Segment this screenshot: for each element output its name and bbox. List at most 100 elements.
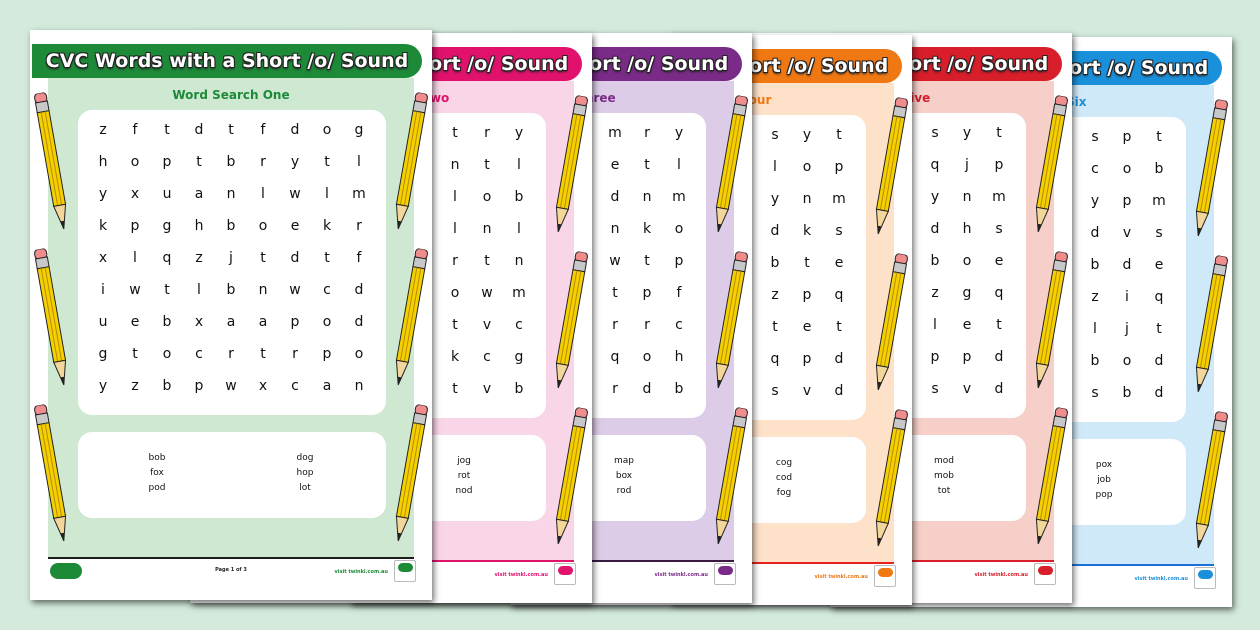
grid-letter: t [324, 154, 330, 170]
pencil-icon [550, 251, 590, 392]
grid-letter: d [354, 282, 364, 298]
grid-letter: x [130, 186, 140, 202]
pencil-icon [1030, 251, 1070, 392]
grid-letter: q [610, 349, 620, 365]
grid-letter: z [195, 250, 203, 266]
title-banner: CVC Words with a Short /o/ Sound [32, 44, 422, 78]
grid-letter: l [357, 154, 361, 170]
grid-letter: h [98, 154, 108, 170]
grid-letter: b [1154, 161, 1164, 177]
grid-letter: d [1122, 257, 1132, 273]
grid-letter: d [834, 351, 844, 367]
grid-letter: x [258, 378, 268, 394]
grid-letter: n [802, 191, 812, 207]
grid-letter: x [194, 314, 204, 330]
pencil-icon [32, 92, 72, 233]
grid-letter: p [674, 253, 684, 269]
grid-letter: l [261, 186, 265, 202]
grid-letter: s [1091, 385, 1099, 401]
grid-letter: b [514, 189, 524, 205]
grid-letter: o [482, 189, 492, 205]
grid-letter: t [164, 122, 170, 138]
grid-letter: s [931, 125, 939, 141]
grid-letter: o [354, 346, 364, 362]
grid-letter: o [674, 221, 684, 237]
grid-letter: y [930, 189, 940, 205]
pencil-icon [390, 404, 430, 545]
word-list-item: nod [455, 486, 473, 496]
pencil-icon [710, 407, 750, 548]
grid-letter: e [1154, 257, 1164, 273]
word-list-item: hop [296, 468, 314, 478]
grid-letter: t [644, 157, 650, 173]
grid-letter: g [962, 285, 972, 301]
grid-letter: t [804, 255, 810, 271]
grid-letter: z [931, 285, 939, 301]
subtitle: Word Search One [172, 88, 290, 102]
grid-letter: h [962, 221, 972, 237]
word-list-item: mob [934, 471, 954, 481]
grid-letter: b [930, 253, 940, 269]
grid-letter: f [260, 122, 266, 138]
word-list-item: job [1097, 475, 1111, 485]
word-list-item: box [615, 471, 633, 481]
grid-letter: d [290, 122, 300, 138]
word-list-item: pop [1095, 490, 1113, 500]
grid-letter: o [450, 285, 460, 301]
grid-letter: z [99, 122, 107, 138]
grid-letter: w [481, 285, 493, 301]
grid-letter: d [642, 381, 652, 397]
grid-letter: y [290, 154, 300, 170]
word-list-item: map [614, 456, 634, 466]
grid-letter: k [98, 218, 108, 234]
grid-letter: p [162, 154, 172, 170]
grid-letter: l [933, 317, 937, 333]
grid-letter: r [644, 317, 650, 333]
grid-letter: y [514, 125, 524, 141]
pencil-icon [32, 404, 72, 545]
grid-letter: p [930, 349, 940, 365]
grid-letter: y [674, 125, 684, 141]
grid-letter: l [453, 189, 457, 205]
worksheet-page: CVC Words with a Short /o/ Sound Word Se… [30, 30, 432, 600]
pencil-icon [550, 407, 590, 548]
grid-letter: g [162, 218, 172, 234]
grid-letter: m [608, 125, 622, 141]
grid-letter: s [995, 221, 1003, 237]
grid-letter: c [1091, 161, 1099, 177]
grid-letter: e [290, 218, 300, 234]
grid-letter: n [450, 157, 460, 173]
pencil-icon [390, 248, 430, 389]
grid-letter: t [228, 122, 234, 138]
grid-letter: p [130, 218, 140, 234]
pencil-icon [1030, 407, 1070, 548]
pencil-icon [32, 248, 72, 389]
word-list-item: lot [299, 483, 311, 493]
grid-letter: d [834, 383, 844, 399]
grid-letter: n [482, 221, 492, 237]
grid-letter: v [802, 383, 812, 399]
grid-letter: x [98, 250, 108, 266]
grid-letter: p [290, 314, 300, 330]
grid-letter: p [834, 159, 844, 175]
grid-letter: t [996, 317, 1002, 333]
grid-letter: j [1125, 321, 1129, 337]
grid-letter: y [98, 186, 108, 202]
grid-letter: c [323, 282, 331, 298]
grid-letter: s [931, 381, 939, 397]
website-link: visit twinkl.com.au [974, 572, 1028, 578]
grid-letter: o [962, 253, 972, 269]
grid-letter: a [258, 314, 268, 330]
grid-letter: r [484, 125, 490, 141]
grid-letter: m [992, 189, 1006, 205]
grid-letter: f [356, 250, 362, 266]
grid-letter: u [98, 314, 108, 330]
grid-letter: d [194, 122, 204, 138]
grid-letter: a [322, 378, 332, 394]
grid-letter: y [770, 191, 780, 207]
grid-letter: l [197, 282, 201, 298]
grid-letter: k [802, 223, 812, 239]
grid-letter: r [228, 346, 234, 362]
grid-letter: r [356, 218, 362, 234]
grid-letter: l [133, 250, 137, 266]
